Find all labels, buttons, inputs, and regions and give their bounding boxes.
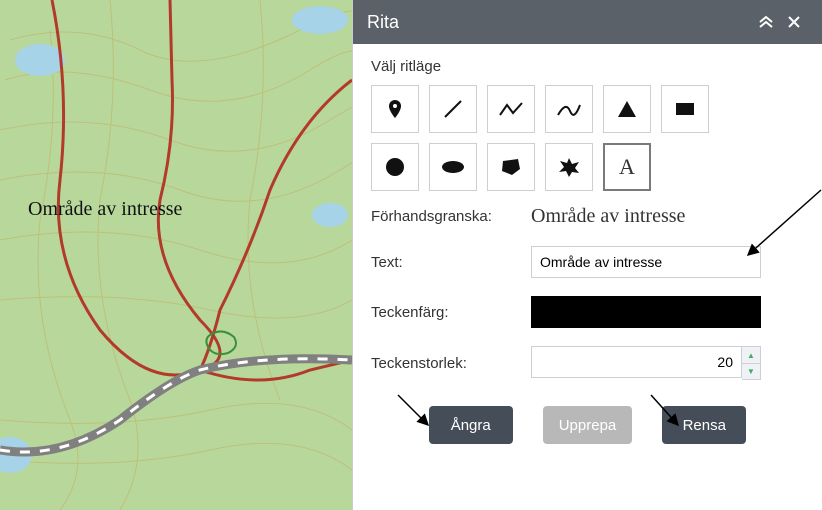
rectangle-icon <box>675 102 695 116</box>
size-up-button[interactable]: ▲ <box>742 347 760 363</box>
text-input[interactable] <box>531 246 761 278</box>
collapse-button[interactable] <box>752 8 780 36</box>
text-icon: A <box>619 154 635 180</box>
preview-label: Förhandsgranska: <box>371 208 531 225</box>
star-icon <box>558 157 580 177</box>
color-label: Teckenfärg: <box>371 304 531 321</box>
polygon-icon <box>500 157 522 177</box>
draw-panel: Rita Välj ritläge <box>352 0 822 510</box>
size-label: Teckenstorlek: <box>371 355 531 372</box>
tool-point[interactable] <box>371 85 419 133</box>
tool-grid: A <box>371 85 761 191</box>
polyline-icon <box>498 99 524 119</box>
tool-star[interactable] <box>545 143 593 191</box>
size-down-button[interactable]: ▼ <box>742 363 760 379</box>
text-field-label: Text: <box>371 254 531 271</box>
curve-icon <box>556 99 582 119</box>
map-text-label: Område av intresse <box>28 198 182 221</box>
tool-ellipse[interactable] <box>429 143 477 191</box>
tool-triangle[interactable] <box>603 85 651 133</box>
panel-header: Rita <box>353 0 822 44</box>
tool-polygon[interactable] <box>487 143 535 191</box>
tool-rectangle[interactable] <box>661 85 709 133</box>
circle-icon <box>385 157 405 177</box>
clear-button[interactable]: Rensa <box>662 406 746 444</box>
map-pane[interactable]: Område av intresse <box>0 0 352 510</box>
triangle-icon <box>616 99 638 119</box>
preview-text: Område av intresse <box>531 205 685 228</box>
size-input[interactable] <box>531 346 742 378</box>
mode-label: Välj ritläge <box>371 58 804 75</box>
panel-title: Rita <box>367 12 752 33</box>
line-icon <box>441 97 465 121</box>
point-icon <box>388 99 402 119</box>
tool-circle[interactable] <box>371 143 419 191</box>
redo-button[interactable]: Upprepa <box>543 406 633 444</box>
ellipse-icon <box>441 159 465 175</box>
close-icon <box>787 15 801 29</box>
tool-text[interactable]: A <box>603 143 651 191</box>
map-background <box>0 0 352 510</box>
chevron-double-up-icon <box>757 15 775 29</box>
size-spinner: ▲ ▼ <box>742 346 761 380</box>
tool-polyline[interactable] <box>487 85 535 133</box>
color-swatch[interactable] <box>531 296 761 328</box>
tool-curve[interactable] <box>545 85 593 133</box>
undo-button[interactable]: Ångra <box>429 406 513 444</box>
close-button[interactable] <box>780 8 808 36</box>
tool-line[interactable] <box>429 85 477 133</box>
